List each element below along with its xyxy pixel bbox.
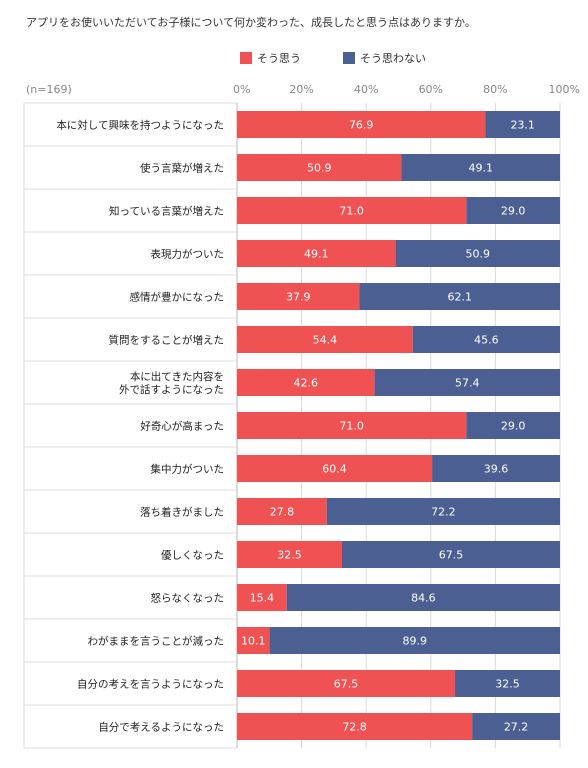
bar-disagree	[286, 584, 560, 611]
bar-disagree	[432, 455, 560, 482]
bar-agree	[237, 455, 433, 482]
value-label-disagree: 84.6	[411, 592, 436, 605]
value-label-disagree: 29.0	[501, 420, 526, 433]
bar-disagree	[401, 154, 560, 181]
value-label-disagree: 23.1	[510, 119, 535, 132]
bar-disagree	[326, 498, 560, 525]
bar-agree	[237, 369, 375, 396]
category-label: わがままを言うことが減った	[88, 635, 225, 648]
bar-disagree	[466, 197, 560, 224]
value-label-disagree: 57.4	[455, 377, 480, 390]
legend-label-disagree: そう思わない	[360, 52, 426, 65]
bar-agree	[237, 541, 342, 568]
value-label-disagree: 29.0	[501, 205, 526, 218]
value-label-disagree: 45.6	[474, 334, 499, 347]
bar-disagree	[269, 627, 560, 654]
value-label-agree: 49.1	[304, 248, 329, 261]
legend-swatch-agree	[240, 52, 252, 64]
value-label-agree: 50.9	[307, 162, 332, 175]
bar-agree	[237, 498, 327, 525]
bar-disagree	[472, 713, 560, 740]
value-label-agree: 42.6	[294, 377, 319, 390]
category-label: 集中力がついた	[151, 463, 225, 476]
bar-disagree	[485, 111, 560, 138]
value-label-agree: 10.1	[241, 635, 266, 648]
bar-agree	[237, 412, 467, 439]
category-label: 本に出てきた内容を外で話すようになった	[119, 370, 224, 396]
bar-disagree	[374, 369, 560, 396]
legend-swatch-disagree	[343, 52, 355, 64]
x-tick-label: 40%	[354, 83, 378, 96]
value-label-disagree: 32.5	[495, 678, 520, 691]
value-label-disagree: 72.2	[431, 506, 456, 519]
value-label-agree: 71.0	[339, 420, 364, 433]
value-label-agree: 72.8	[342, 721, 367, 734]
value-label-disagree: 62.1	[447, 291, 472, 304]
value-label-agree: 27.8	[270, 506, 295, 519]
bar-disagree	[341, 541, 560, 568]
category-label: 使う言葉が増えた	[140, 162, 224, 175]
legend-label-agree: そう思う	[257, 52, 301, 65]
x-tick-label: 80%	[483, 83, 507, 96]
category-label: 本に対して興味を持つようになった	[56, 119, 224, 132]
bar-agree	[237, 154, 402, 181]
bar-agree	[237, 240, 396, 267]
bar-agree	[237, 584, 287, 611]
value-label-disagree: 89.9	[403, 635, 428, 648]
value-label-agree: 37.9	[286, 291, 311, 304]
category-label: 落ち着きがました	[140, 506, 224, 519]
value-label-disagree: 50.9	[466, 248, 491, 261]
category-label: 感情が豊かになった	[130, 291, 225, 304]
bar-disagree	[395, 240, 560, 267]
value-label-agree: 54.4	[313, 334, 338, 347]
bar-disagree	[359, 283, 560, 310]
category-label: 優しくなった	[161, 549, 224, 562]
value-label-agree: 76.9	[349, 119, 374, 132]
bar-agree	[237, 197, 467, 224]
x-tick-label: 60%	[419, 83, 443, 96]
category-label: 自分で考えるようになった	[98, 721, 224, 734]
bar-agree	[237, 326, 413, 353]
category-label: 怒らなくなった	[151, 592, 225, 605]
value-label-agree: 71.0	[339, 205, 364, 218]
chart-title: アプリをお使いいただいてお子様について何か変わった、成長したと思う点はありますか…	[26, 15, 476, 29]
bar-agree	[237, 283, 360, 310]
x-tick-label: 0%	[233, 83, 250, 96]
bar-disagree	[412, 326, 560, 353]
value-label-agree: 32.5	[277, 549, 302, 562]
category-label: 表現力がついた	[151, 248, 225, 261]
bar-agree	[237, 670, 456, 697]
value-label-agree: 60.4	[322, 463, 347, 476]
bar-agree	[237, 627, 270, 654]
bar-agree	[237, 713, 473, 740]
value-label-disagree: 27.2	[504, 721, 529, 734]
category-label: 自分の考えを言うようになった	[77, 678, 224, 691]
bar-disagree	[466, 412, 560, 439]
category-label: 質問をすることが増えた	[109, 334, 225, 347]
x-tick-label: 20%	[289, 83, 313, 96]
value-label-disagree: 67.5	[439, 549, 464, 562]
value-label-agree: 67.5	[334, 678, 359, 691]
value-label-disagree: 39.6	[484, 463, 509, 476]
sample-size-label: (n=169)	[26, 83, 72, 96]
value-label-disagree: 49.1	[468, 162, 493, 175]
value-label-agree: 15.4	[250, 592, 275, 605]
bar-agree	[237, 111, 486, 138]
category-label: 好奇心が高まった	[140, 420, 224, 433]
category-label: 知っている言葉が増えた	[109, 205, 224, 218]
x-tick-label: 100%	[549, 83, 580, 96]
bar-disagree	[455, 670, 560, 697]
